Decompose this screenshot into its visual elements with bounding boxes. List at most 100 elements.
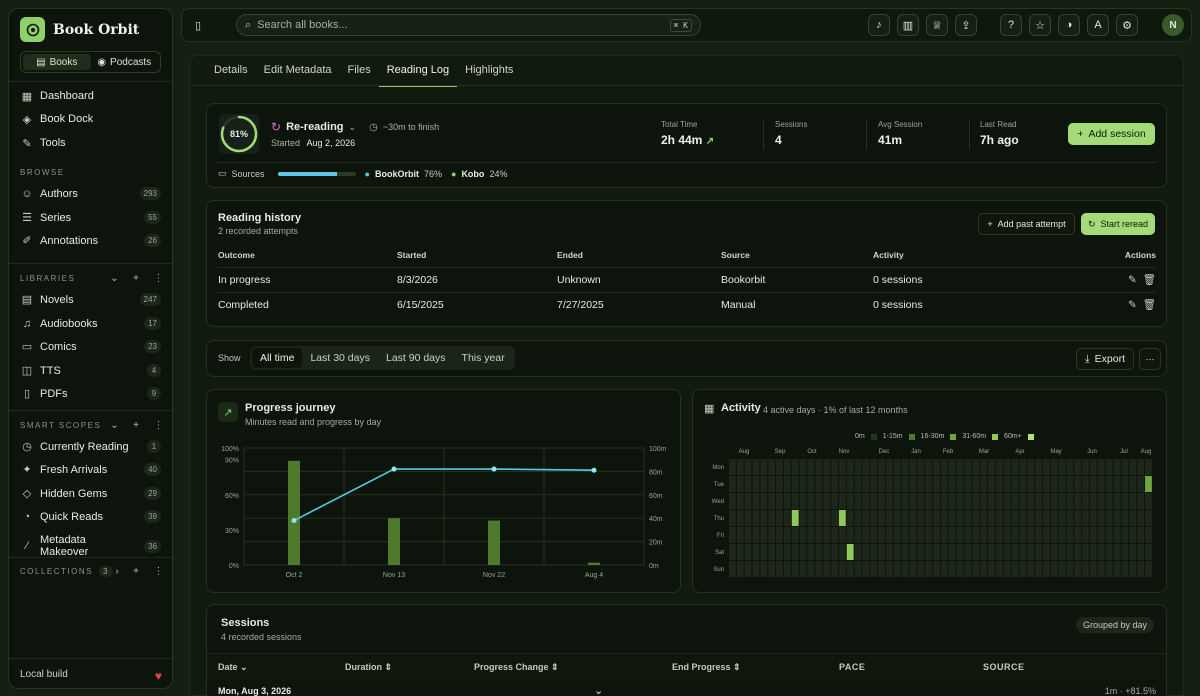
chevron-right-icon[interactable]: › [115, 566, 121, 577]
heatmap-cell [1082, 476, 1090, 492]
scroll-down-icon[interactable]: ⌄ [594, 685, 604, 696]
reading-status[interactable]: ↻ Re-reading ⌄ ◷ ~30m to finish [271, 120, 439, 134]
heart-icon[interactable]: ♥ [154, 669, 162, 683]
more-icon[interactable]: ⋮ [153, 420, 165, 431]
clock-icon: ◷ [369, 121, 378, 133]
nav-comics[interactable]: ▭ Comics 23 [21, 340, 161, 353]
tab-files[interactable]: Files [347, 64, 371, 76]
sidebar: Book Orbit ▤ Books ◉ Podcasts ▦ Dashboard ◈… [8, 8, 173, 689]
filter-this-year[interactable]: This year [461, 352, 505, 364]
chevron-down-icon[interactable]: ⌄ [110, 420, 121, 431]
heatmap-cell [1097, 459, 1105, 475]
nav-pdfs[interactable]: ▯ PDFs 9 [21, 387, 161, 400]
tab-edit-metadata[interactable]: Edit Metadata [263, 64, 332, 76]
heatmap-cell [1066, 493, 1074, 509]
progress-chart: 100% 90% 60% 30% 0% 100m 80m 60m 40m 20m 0m Oct 2 No… [221, 446, 667, 579]
export-button[interactable]: ⤓ Export [1076, 348, 1134, 370]
nav-tools[interactable]: ✎ Tools [21, 137, 161, 150]
more-options-button[interactable]: ⋯ [1139, 348, 1161, 370]
nav-quick-reads[interactable]: ◔ Quick Reads 39 [21, 510, 161, 523]
heatmap-cell [854, 459, 862, 475]
day-label: Sun [713, 567, 724, 573]
column-duration[interactable]: Duration ⇕ [345, 662, 392, 673]
more-icon[interactable]: ⋮ [153, 273, 165, 284]
nav-annotations[interactable]: ✐ Annotations 26 [21, 234, 161, 247]
heatmap-cell [862, 476, 870, 492]
cell-started: 8/3/2026 [397, 266, 557, 292]
heatmap-cell [1074, 527, 1082, 543]
heatmap-cell [1113, 493, 1121, 509]
month-label: Sep [775, 449, 786, 455]
filter-all-time[interactable]: All time [252, 348, 303, 368]
heatmap-cell [917, 476, 925, 492]
column-date[interactable]: Date ⌄ [218, 662, 248, 673]
heatmap-cell [940, 510, 948, 526]
chevron-down-icon[interactable]: ⌄ [110, 273, 121, 284]
tab-highlights[interactable]: Highlights [465, 64, 514, 76]
segment-books[interactable]: ▤ Books [23, 54, 91, 70]
app-logo[interactable]: Book Orbit [20, 17, 139, 42]
heatmap-cell [893, 561, 901, 577]
more-icon[interactable]: ⋮ [153, 566, 165, 577]
avatar[interactable]: N [1162, 14, 1184, 36]
add-session-button[interactable]: + Add session [1068, 123, 1155, 145]
trash-icon[interactable]: 🗑︎ [1142, 274, 1156, 286]
heatmap-cell [1043, 527, 1050, 543]
segment-podcasts[interactable]: ◉ Podcasts [91, 54, 159, 70]
stats-button[interactable]: ▥ [897, 14, 919, 36]
start-reread-button[interactable]: ↻ Start reread [1081, 213, 1155, 235]
add-past-attempt-button[interactable]: + Add past attempt [978, 213, 1075, 235]
help-button[interactable]: ? [1000, 14, 1022, 36]
heatmap-cell [1011, 459, 1019, 475]
nav-audiobooks[interactable]: ♫ Audiobooks 17 [21, 317, 161, 330]
nav-book-dock[interactable]: ◈ Book Dock [21, 113, 161, 126]
upload-button[interactable]: ⇪ [955, 14, 977, 36]
heatmap-cell [1035, 561, 1042, 577]
count-badge: 1 [147, 440, 161, 453]
heatmap-cell [799, 493, 807, 509]
tab-details[interactable]: Details [214, 64, 248, 76]
nav-novels[interactable]: ▤ Novels 247 [21, 293, 161, 306]
nav-dashboard[interactable]: ▦ Dashboard [21, 90, 161, 103]
search-bar[interactable]: ⌕ ⌘ K [236, 14, 701, 36]
sidebar-toggle-button[interactable]: ▯ [187, 14, 209, 36]
heatmap-cell [1058, 459, 1066, 475]
heatmap-cell [854, 561, 862, 577]
heatmap-cell [862, 493, 870, 509]
nav-fresh-arrivals[interactable]: ✦ Fresh Arrivals 40 [21, 463, 161, 476]
theme-button[interactable]: ◑ [1058, 14, 1080, 36]
settings-button[interactable]: ⚙ [1116, 14, 1138, 36]
heatmap-cell [744, 459, 752, 475]
plus-icon[interactable]: + [133, 273, 141, 284]
heatmap-cell [807, 510, 815, 526]
heatmap-cell [886, 527, 893, 543]
favorites-button[interactable]: ☆ [1029, 14, 1051, 36]
nav-series[interactable]: ☰ Series 55 [21, 211, 161, 224]
nav-hidden-gems[interactable]: ◇ Hidden Gems 29 [21, 487, 161, 500]
notifications-button[interactable]: ♪ [868, 14, 890, 36]
tab-reading-log[interactable]: Reading Log [378, 58, 458, 87]
column-progress-change[interactable]: Progress Change ⇕ [474, 662, 559, 673]
language-button[interactable]: A [1087, 14, 1109, 36]
nav-authors[interactable]: ☺ Authors 293 [21, 187, 161, 200]
nav-tts[interactable]: ◫ TTS 4 [21, 364, 161, 377]
heatmap-cell [1105, 476, 1113, 492]
column-end-progress[interactable]: End Progress ⇕ [672, 662, 741, 673]
trophy-button[interactable]: ♕ [926, 14, 948, 36]
edit-icon[interactable]: ✎ [1128, 299, 1137, 312]
plus-icon[interactable]: + [133, 566, 141, 577]
nav-currently-reading[interactable]: ◷ Currently Reading 1 [21, 440, 161, 453]
edit-icon[interactable]: ✎ [1128, 274, 1137, 286]
grouped-badge[interactable]: Grouped by day [1076, 617, 1155, 633]
month-label: Jun [1087, 449, 1097, 455]
trash-icon[interactable]: 🗑︎ [1142, 299, 1156, 312]
session-date: Mon, Aug 3, 2026 [218, 686, 292, 696]
heatmap-cell [972, 476, 980, 492]
heatmap-cell [972, 493, 980, 509]
plus-icon[interactable]: + [133, 420, 141, 431]
nav-metadata-makeover[interactable]: ⁄ Metadata Makeover 36 [21, 534, 161, 558]
heatmap-cell [933, 561, 940, 577]
filter-last-30[interactable]: Last 30 days [310, 352, 370, 364]
search-input[interactable] [257, 19, 664, 31]
filter-last-90[interactable]: Last 90 days [385, 352, 446, 364]
